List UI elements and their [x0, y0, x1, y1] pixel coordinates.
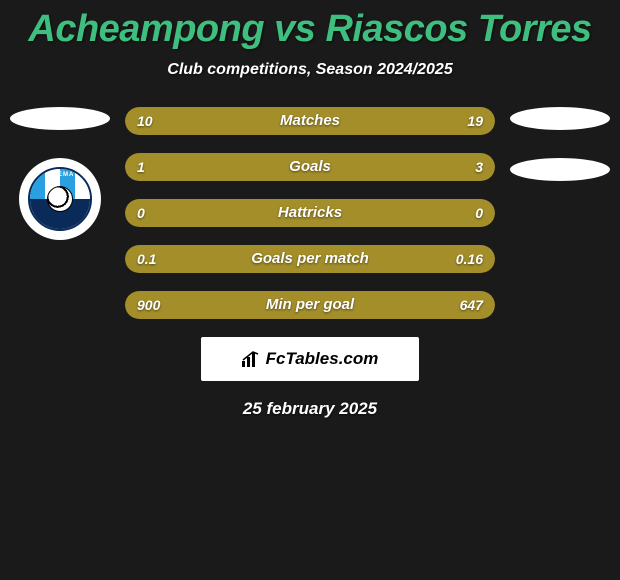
stat-label: Min per goal — [125, 291, 495, 319]
player-left-avatar-placeholder — [10, 107, 110, 130]
stat-value-right: 647 — [460, 291, 483, 319]
stat-value-right: 0.16 — [456, 245, 483, 273]
club-name: SLIEMA — [30, 172, 90, 178]
stat-label: Goals — [125, 153, 495, 181]
branding-text: FcTables.com — [242, 349, 379, 369]
comparison-card: Acheampong vs Riascos Torres Club compet… — [0, 0, 620, 580]
stat-row: Hattricks0 0 — [125, 199, 495, 227]
stats-bars: Matches10 19 Goals1 3 Hattricks0 0 Goals per m… — [125, 107, 495, 319]
page-title: Acheampong vs Riascos Torres — [0, 0, 620, 51]
chart-icon — [242, 351, 262, 367]
subtitle: Club competitions, Season 2024/2025 — [0, 61, 620, 79]
left-player-column: SLIEMA — [10, 107, 110, 240]
stat-value-right: 3 — [475, 153, 483, 181]
player-left-club-badge: SLIEMA — [19, 158, 101, 240]
stat-row: Goals1 3 — [125, 153, 495, 181]
stat-row: Goals per match0.1 0.16 — [125, 245, 495, 273]
content-layout: SLIEMA Matches10 19 Goals1 3 Hattricks0 0 Goal… — [0, 107, 620, 419]
stat-row: Min per goal900 647 — [125, 291, 495, 319]
date-line: 25 february 2025 — [0, 399, 620, 419]
soccer-ball-icon — [47, 186, 73, 212]
branding-label: FcTables.com — [266, 349, 379, 369]
player-right-avatar-placeholder-1 — [510, 107, 610, 130]
stat-value-right: 19 — [467, 107, 483, 135]
stat-value-left: 10 — [137, 107, 153, 135]
stat-value-left: 0 — [137, 199, 145, 227]
club-badge-inner: SLIEMA — [28, 167, 92, 231]
stat-value-right: 0 — [475, 199, 483, 227]
stat-value-left: 0.1 — [137, 245, 156, 273]
stat-value-left: 900 — [137, 291, 160, 319]
stat-row: Matches10 19 — [125, 107, 495, 135]
stat-label: Goals per match — [125, 245, 495, 273]
branding-box: FcTables.com — [201, 337, 419, 381]
player-right-avatar-placeholder-2 — [510, 158, 610, 181]
stat-label: Hattricks — [125, 199, 495, 227]
right-player-column — [510, 107, 610, 209]
stat-label: Matches — [125, 107, 495, 135]
stat-value-left: 1 — [137, 153, 145, 181]
